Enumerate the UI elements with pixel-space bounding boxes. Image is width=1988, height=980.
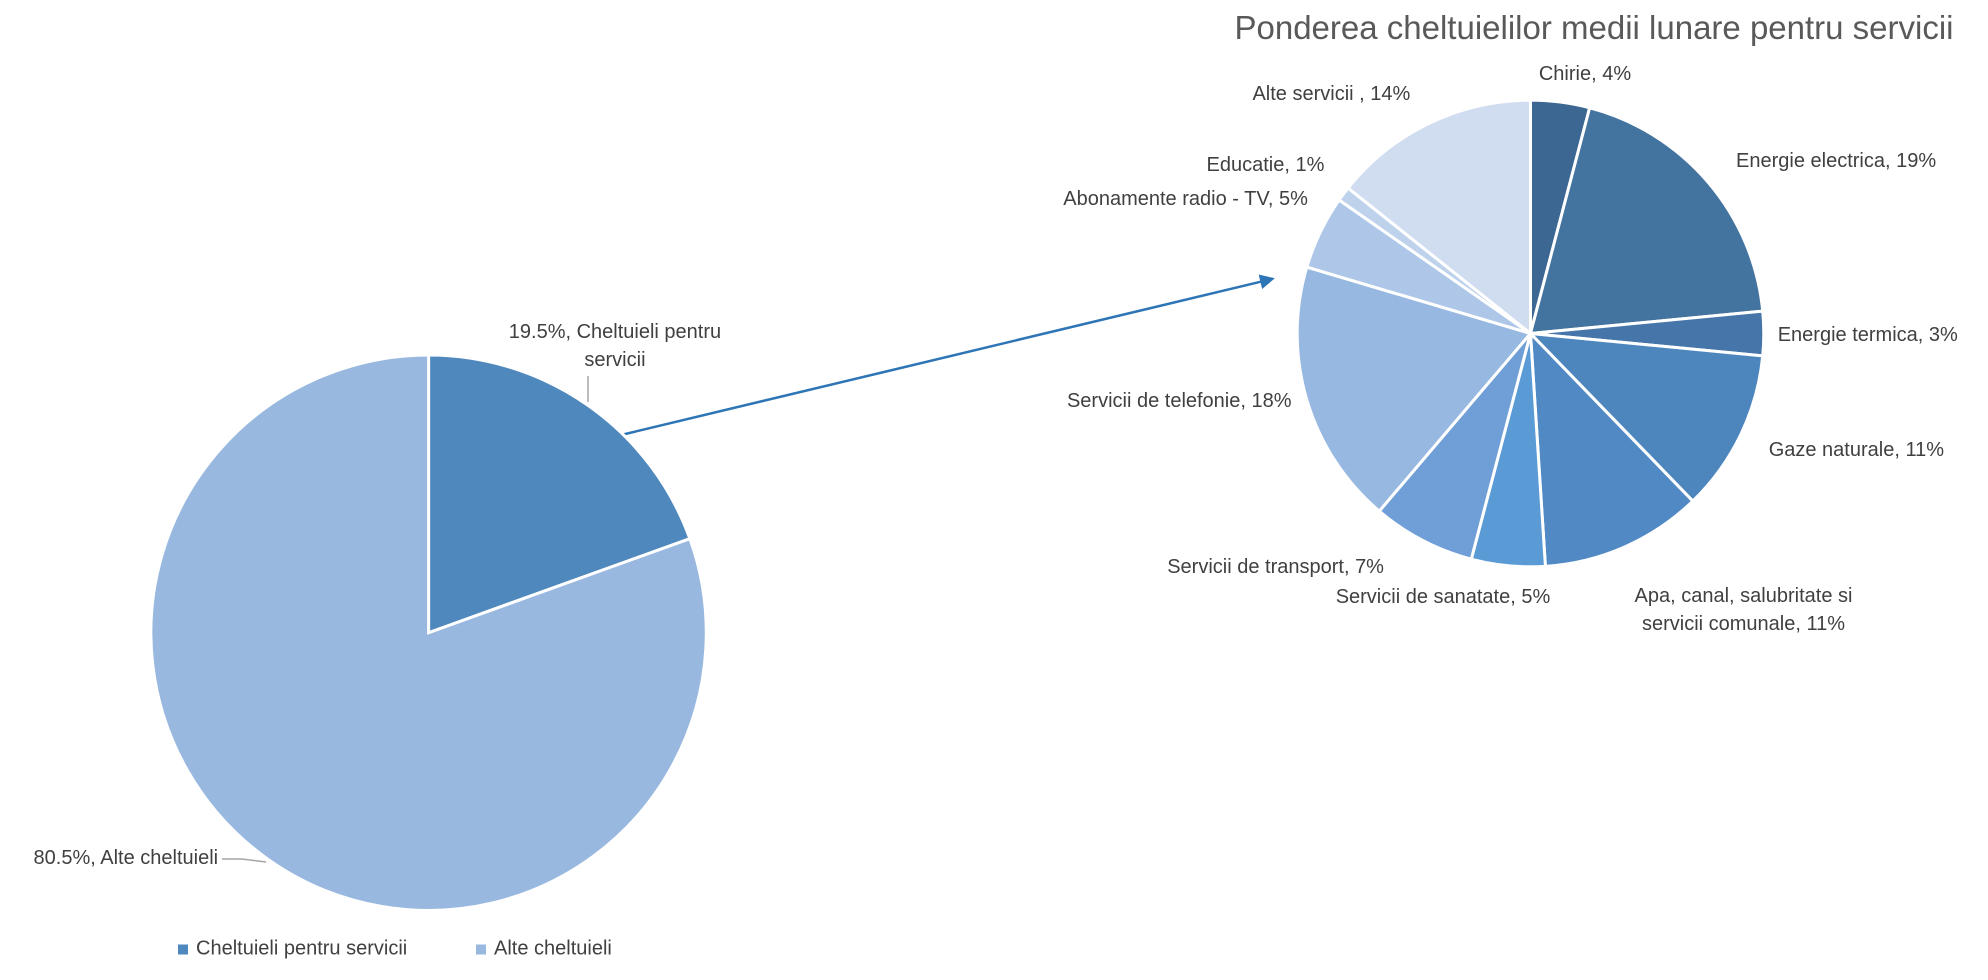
data-label: Educatie, 1% xyxy=(1206,153,1325,176)
data-label: Chirie, 4% xyxy=(1538,62,1632,85)
data-label: 19.5%, Cheltuieli pentru servicii xyxy=(508,321,722,372)
legend-item: Cheltuieli pentru servicii xyxy=(178,938,407,961)
data-label: Energie electrica, 19% xyxy=(1736,150,1937,173)
pie-slice xyxy=(1345,98,1532,337)
legend-swatch xyxy=(178,944,188,954)
pie-slice xyxy=(1528,329,1695,568)
legend-label: Cheltuieli pentru servicii xyxy=(196,937,408,960)
data-label: Abonamente radio - TV, 5% xyxy=(1063,188,1308,211)
chart-title: Ponderea cheltuielilor medii lunare pent… xyxy=(1234,9,1954,46)
leader-line xyxy=(222,858,267,863)
connector-arrow xyxy=(620,274,1275,437)
pie-slice xyxy=(1528,105,1765,336)
data-label: Energie termica, 3% xyxy=(1777,323,1958,346)
pie-slice xyxy=(1377,332,1532,561)
data-label: Servicii de transport, 7% xyxy=(1167,555,1384,578)
legend-item: Alte cheltuieli xyxy=(476,938,612,961)
legend-label: Alte cheltuieli xyxy=(494,937,612,960)
data-label: Gaze naturale, 11% xyxy=(1768,439,1944,462)
pie-slice xyxy=(149,353,708,912)
data-label: Servicii de telefonie, 18% xyxy=(1066,389,1292,412)
pie-slice xyxy=(1526,331,1765,504)
legend-swatch xyxy=(476,944,486,954)
pie-slice xyxy=(1295,265,1534,514)
pie-slice xyxy=(427,353,692,635)
data-label: Apa, canal, salubritate si servicii comu… xyxy=(1634,584,1853,635)
data-label: Alte servicii , 14% xyxy=(1252,82,1411,105)
data-label: Servicii de sanatate, 5% xyxy=(1335,586,1551,609)
data-label: 80.5%, Alte cheltuieli xyxy=(33,847,219,870)
